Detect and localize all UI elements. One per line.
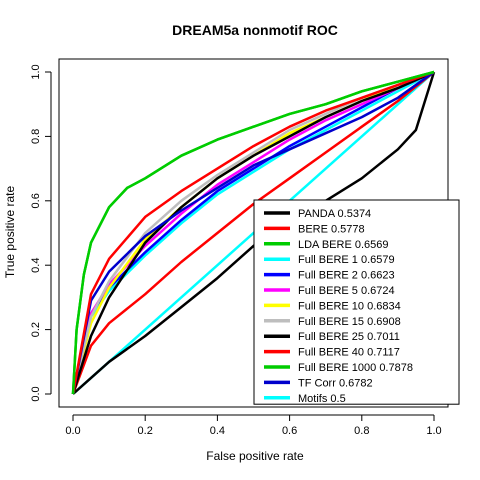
legend-entry: Full BERE 15 0.6908	[298, 316, 401, 328]
x-tick-label: 0.2	[138, 425, 153, 437]
series-line	[71, 70, 435, 395]
y-tick-label: 0.0	[30, 386, 42, 401]
legend-entry: Full BERE 1 0.6579	[298, 254, 395, 266]
y-tick-label: 0.8	[30, 129, 42, 144]
series-line	[71, 71, 435, 395]
plot-lines	[71, 70, 436, 395]
legend-box	[253, 199, 460, 405]
legend-entry: Full BERE 1000 0.7878	[298, 362, 413, 374]
legend-entry: TF Corr 0.6782	[298, 377, 373, 389]
legend-entry: PANDA 0.5374	[298, 208, 371, 220]
axes: 0.0 0.2 0.4 0.6 0.8 1.0 0.0 0.2 0.4 0.6 0.8 1.0	[30, 64, 442, 437]
y-axis-label: True positive rate	[3, 186, 17, 279]
series-line	[71, 70, 435, 395]
legend: PANDA 0.5374 BERE 0.5778 LDA BERE 0.6569 Fu…	[253, 199, 460, 405]
x-axis-label: False positive rate	[206, 449, 304, 463]
legend-entry: Full BERE 5 0.6724	[298, 285, 395, 297]
chart-title: DREAM5a nonmotif ROC	[172, 22, 338, 38]
x-tick-label: 1.0	[426, 425, 441, 437]
x-tick-label: 0.4	[210, 425, 225, 437]
legend-entry: BERE 0.5778	[298, 223, 365, 235]
y-tick-label: 0.2	[30, 322, 42, 337]
legend-entry: Motifs 0.5	[298, 393, 346, 405]
y-tick-label: 0.6	[30, 193, 42, 208]
y-tick-label: 1.0	[30, 64, 42, 79]
x-tick-label: 0.0	[65, 425, 80, 437]
legend-entry: Full BERE 2 0.6623	[298, 270, 395, 282]
x-tick-label: 0.8	[354, 425, 369, 437]
series-line	[71, 70, 435, 395]
legend-entry: Full BERE 10 0.6834	[298, 300, 401, 312]
legend-entry: Full BERE 25 0.7011	[298, 331, 400, 343]
series-line	[71, 70, 435, 395]
legend-entry: Full BERE 40 0.7117	[298, 347, 400, 359]
y-tick-label: 0.4	[30, 258, 42, 273]
legend-entry: LDA BERE 0.6569	[298, 239, 389, 251]
x-tick-label: 0.6	[282, 425, 297, 437]
